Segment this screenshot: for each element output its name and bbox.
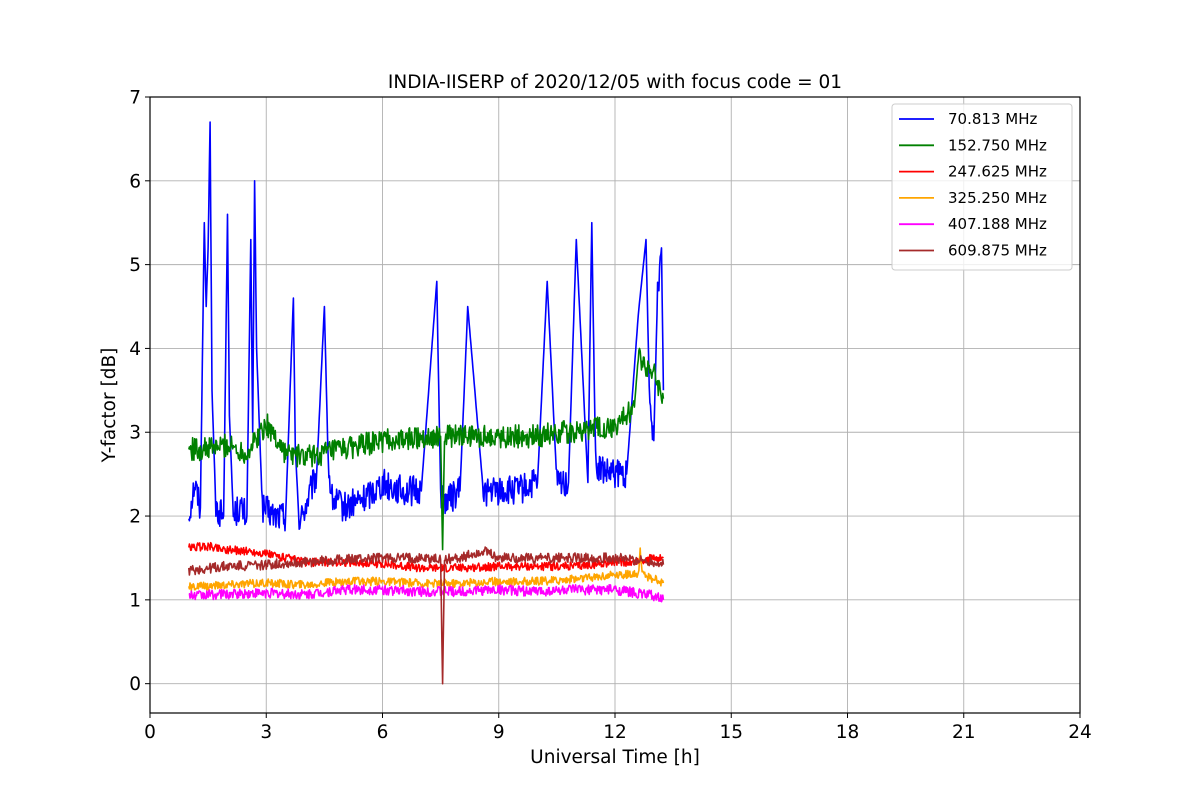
x-axis-label: Universal Time [h] [530,747,700,768]
y-axis-label: Y-factor [dB] [99,348,120,464]
y-tick-label: 6 [129,171,141,192]
legend-label: 152.750 MHz [948,136,1047,154]
x-tick-label: 21 [952,722,976,743]
series-group [188,121,665,685]
legend: 70.813 MHz 152.750 MHz 247.625 MHz 325.250 … [891,103,1073,271]
legend-box [891,103,1073,271]
x-tick-label: 18 [836,722,860,743]
series-line [188,546,665,685]
y-tick-label: 2 [129,507,141,528]
legend-label: 407.188 MHz [948,215,1047,233]
y-tick-label: 5 [129,255,141,276]
y-tick-label: 0 [129,674,141,695]
legend-label: 247.625 MHz [948,163,1047,181]
y-tick-label: 1 [129,590,141,611]
series-line [188,347,665,551]
x-tick-label: 24 [1068,722,1092,743]
x-tick-label: 0 [144,722,156,743]
series-line [188,121,665,532]
y-tick-label: 4 [129,339,141,360]
x-tick-label: 12 [603,722,627,743]
x-tick-label: 6 [377,722,389,743]
chart-title: INDIA-IISERP of 2020/12/05 with focus co… [388,72,842,93]
y-tick-label: 3 [129,423,141,444]
x-tick-label: 3 [260,722,272,743]
series-line [188,583,665,603]
x-tick-label: 15 [719,722,743,743]
legend-label: 609.875 MHz [948,242,1047,260]
legend-label: 325.250 MHz [948,189,1047,207]
legend-label: 70.813 MHz [948,110,1037,128]
series-line [188,541,664,573]
x-tick-label: 9 [493,722,505,743]
series-line [188,547,665,592]
y-tick-label: 7 [129,88,141,109]
